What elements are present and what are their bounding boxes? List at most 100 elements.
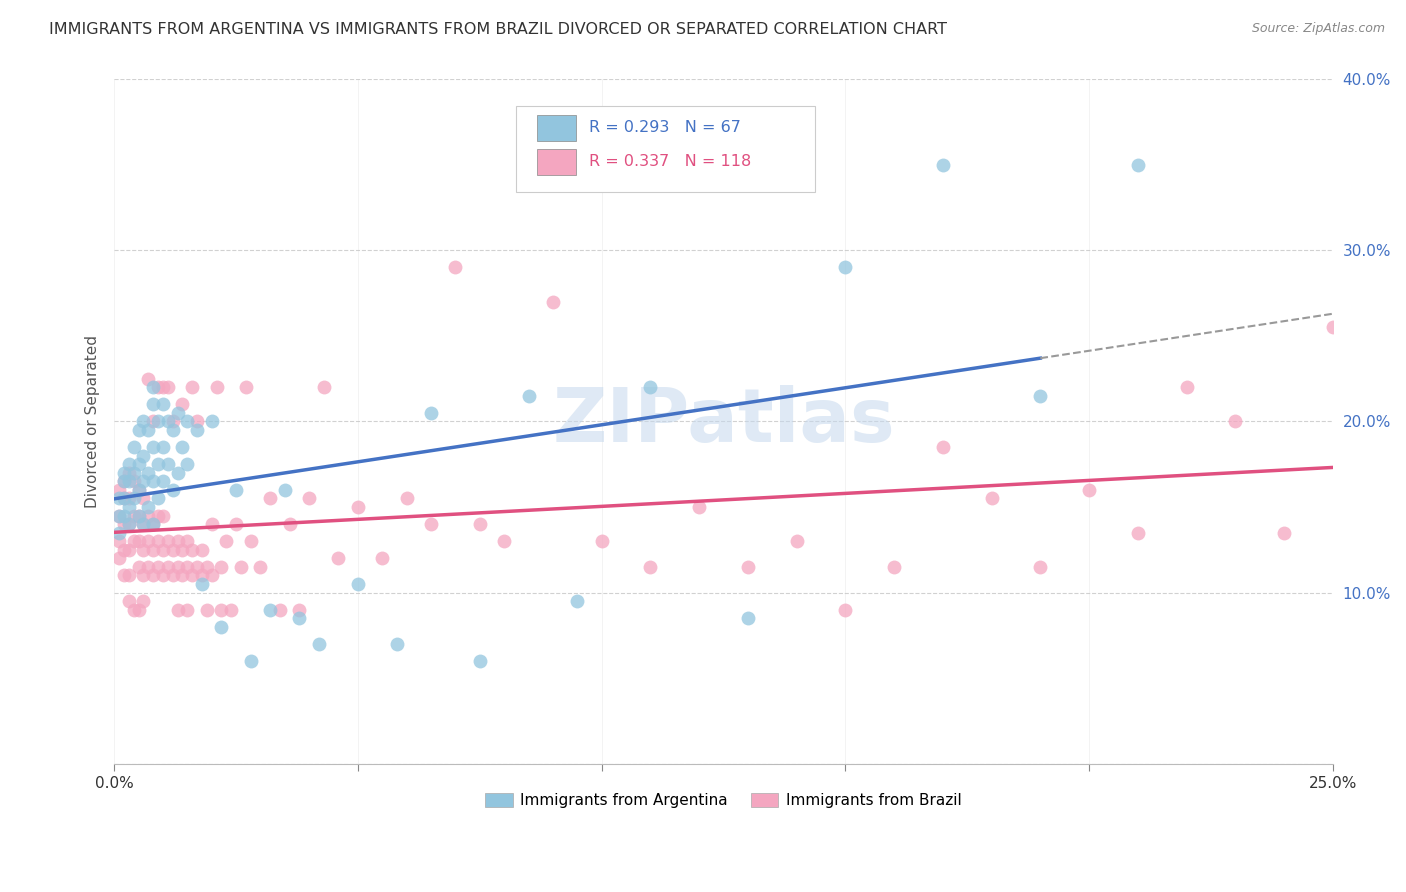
Point	[136, 423, 159, 437]
Point	[112, 491, 135, 506]
FancyBboxPatch shape	[537, 114, 576, 141]
FancyBboxPatch shape	[537, 149, 576, 175]
Point	[108, 508, 131, 523]
Point	[112, 508, 135, 523]
Point	[128, 508, 150, 523]
Point	[201, 414, 224, 428]
Point	[108, 491, 131, 506]
Text: ZIPatlas: ZIPatlas	[553, 385, 894, 458]
Point	[259, 491, 281, 506]
Point	[209, 603, 232, 617]
Point	[219, 603, 242, 617]
Point	[1078, 483, 1101, 497]
Point	[152, 440, 174, 454]
Point	[118, 500, 141, 514]
Point	[142, 517, 165, 532]
Point	[172, 440, 194, 454]
Point	[152, 397, 174, 411]
Point	[152, 508, 174, 523]
Point	[162, 542, 184, 557]
Point	[108, 525, 131, 540]
Point	[444, 260, 467, 275]
Point	[288, 611, 311, 625]
Point	[883, 560, 905, 574]
Point	[122, 508, 145, 523]
Point	[347, 500, 370, 514]
Point	[128, 457, 150, 471]
Point	[146, 457, 169, 471]
Point	[186, 560, 208, 574]
Point	[142, 475, 165, 489]
Point	[932, 158, 955, 172]
Point	[191, 542, 214, 557]
Point	[215, 534, 238, 549]
Point	[328, 551, 350, 566]
Point	[108, 508, 131, 523]
Point	[195, 560, 218, 574]
Point	[541, 294, 564, 309]
Point	[118, 517, 141, 532]
Point	[371, 551, 394, 566]
Point	[640, 560, 662, 574]
Point	[737, 611, 759, 625]
Point	[235, 380, 257, 394]
Point	[112, 466, 135, 480]
Point	[146, 508, 169, 523]
Point	[136, 500, 159, 514]
Point	[152, 475, 174, 489]
Point	[162, 568, 184, 582]
Point	[259, 603, 281, 617]
Point	[176, 534, 198, 549]
Point	[181, 568, 204, 582]
Point	[118, 594, 141, 608]
Point	[239, 654, 262, 668]
Point	[136, 508, 159, 523]
Point	[1126, 158, 1149, 172]
Point	[209, 620, 232, 634]
Point	[136, 534, 159, 549]
Point	[737, 560, 759, 574]
Point	[112, 542, 135, 557]
Point	[146, 380, 169, 394]
Point	[132, 542, 155, 557]
Point	[786, 534, 808, 549]
Point	[186, 423, 208, 437]
Point	[274, 483, 297, 497]
Point	[152, 542, 174, 557]
Point	[1272, 525, 1295, 540]
Point	[122, 534, 145, 549]
Point	[420, 517, 443, 532]
Point	[239, 534, 262, 549]
Point	[122, 475, 145, 489]
Point	[229, 560, 252, 574]
Point	[162, 423, 184, 437]
Legend: Immigrants from Argentina, Immigrants from Brazil: Immigrants from Argentina, Immigrants fr…	[479, 787, 967, 814]
Point	[640, 380, 662, 394]
Point	[591, 534, 613, 549]
Point	[225, 483, 247, 497]
Point	[118, 491, 141, 506]
Point	[1029, 560, 1052, 574]
Point	[162, 483, 184, 497]
Point	[108, 483, 131, 497]
Point	[225, 517, 247, 532]
Point	[312, 380, 335, 394]
Point	[142, 517, 165, 532]
Point	[249, 560, 271, 574]
Point	[834, 603, 856, 617]
Point	[136, 560, 159, 574]
Point	[834, 260, 856, 275]
Point	[122, 491, 145, 506]
Point	[191, 577, 214, 591]
Point	[298, 491, 321, 506]
Point	[308, 637, 330, 651]
Point	[128, 483, 150, 497]
Point	[142, 440, 165, 454]
Point	[201, 568, 224, 582]
Point	[288, 603, 311, 617]
Point	[468, 517, 491, 532]
Point	[162, 414, 184, 428]
Point	[132, 568, 155, 582]
Point	[191, 568, 214, 582]
Point	[118, 542, 141, 557]
